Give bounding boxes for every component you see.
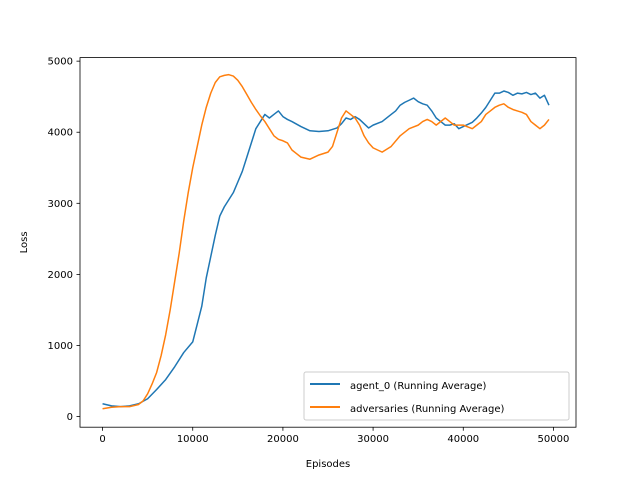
y-tick-label: 5000	[48, 57, 73, 68]
series-layer	[102, 73, 550, 410]
series-line-1	[102, 73, 550, 410]
x-tick-label: 40000	[447, 434, 479, 445]
y-tick-label: 1000	[48, 341, 73, 352]
legend-label-adversaries: adversaries (Running Average)	[350, 404, 505, 415]
y-axis-label: Loss	[19, 231, 30, 253]
legend-frame	[303, 371, 570, 421]
y-tick-label: 2000	[48, 270, 73, 281]
y-tick-label: 4000	[48, 128, 73, 139]
x-axis-label: Episodes	[306, 459, 350, 470]
y-tick-label: 3000	[48, 199, 73, 210]
plot-frame	[79, 57, 577, 428]
x-tick-label: 0	[99, 434, 105, 445]
x-axis-ticks: 0 10000 20000 30000 40000 50000	[99, 427, 569, 445]
legend: agent_0 (Running Average) adversaries (R…	[303, 371, 570, 421]
series-line-0	[102, 90, 550, 408]
x-tick-label: 30000	[357, 434, 389, 445]
legend-label-agent-0: agent_0 (Running Average)	[350, 381, 487, 392]
x-tick-label: 20000	[267, 434, 299, 445]
x-tick-label: 50000	[538, 434, 570, 445]
y-tick-label: 0	[67, 412, 73, 423]
x-tick-label: 10000	[177, 434, 209, 445]
y-axis-ticks: 0 1000 2000 3000 4000 5000	[48, 57, 80, 423]
